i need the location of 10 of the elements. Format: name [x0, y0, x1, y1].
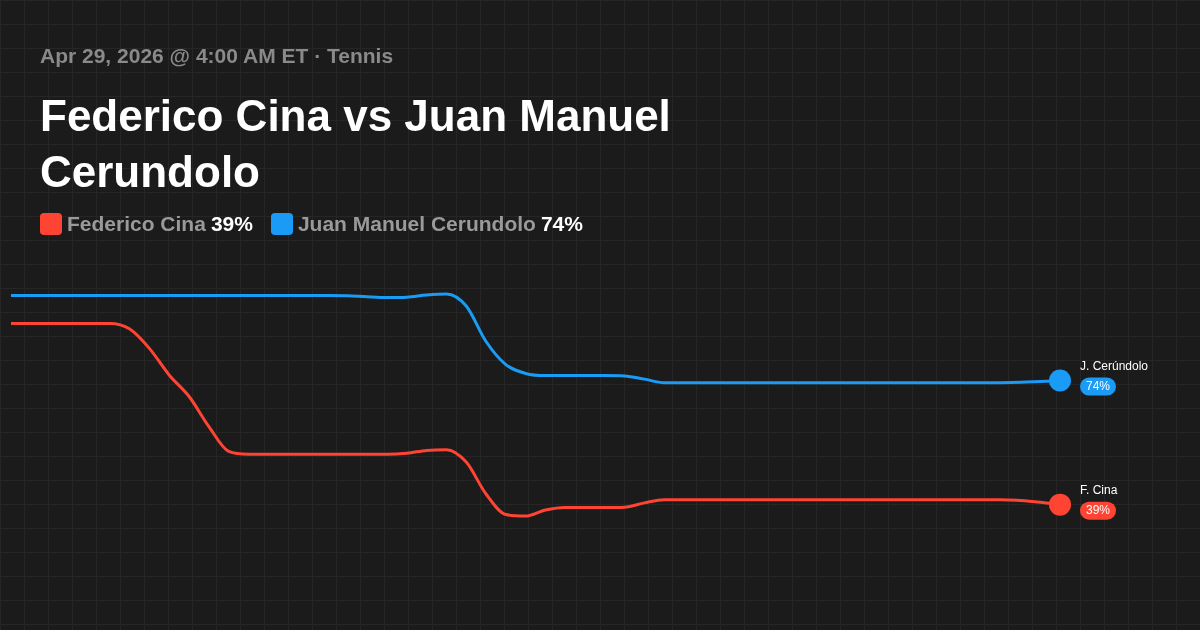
chart-subtitle: Apr 29, 2026 @ 4:00 AM ET · Tennis	[40, 44, 394, 68]
data-label: 39%	[1086, 502, 1111, 517]
text: F. Cina	[1080, 482, 1118, 497]
legend-label: Juan Manuel Cerundolo	[297, 212, 536, 236]
data-label: 74%	[1086, 378, 1111, 393]
chart-title: Federico Cina vs Juan Manuel Cerundolo	[40, 90, 672, 198]
legend-label: Federico Cina	[67, 212, 206, 236]
text: 74%	[540, 212, 583, 235]
text: 39%	[210, 212, 253, 235]
text: J. Cerúndolo	[1080, 358, 1149, 373]
